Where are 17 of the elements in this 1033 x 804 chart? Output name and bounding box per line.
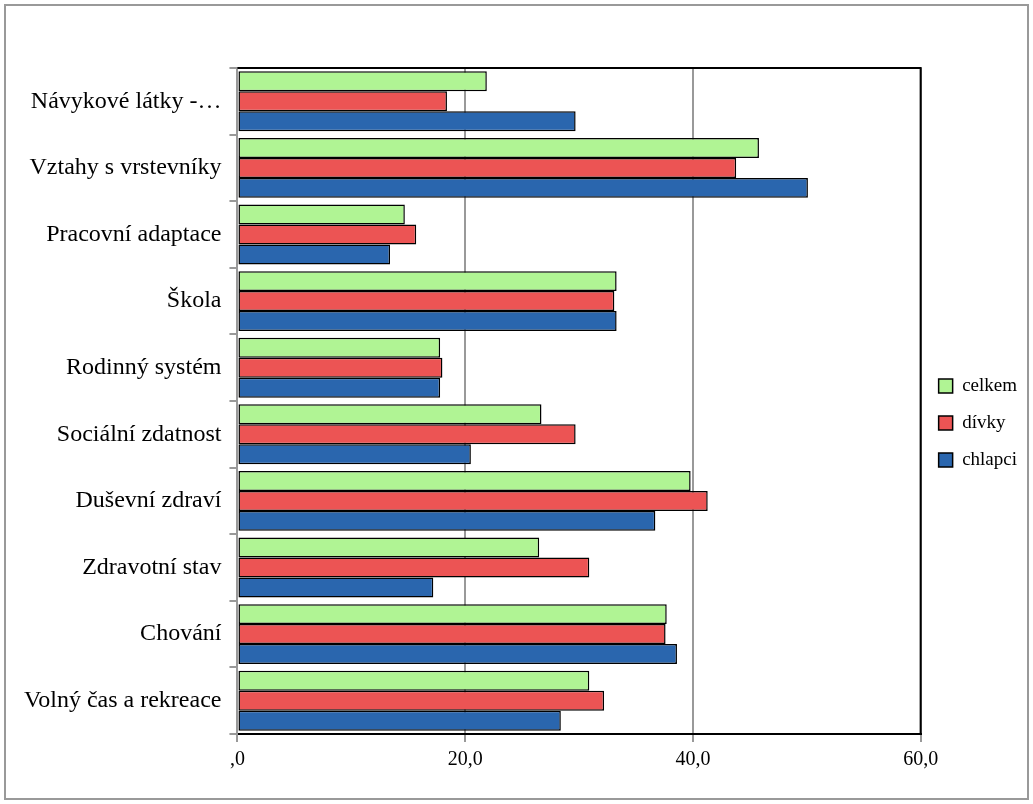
- x-tick-label: 60,0: [903, 747, 939, 770]
- y-tick-label: Sociální zdatnost: [56, 419, 222, 446]
- y-tick-label: Pracovní adaptace: [46, 219, 222, 246]
- y-tick-label: Volný čas a rekreace: [24, 686, 222, 712]
- y-tick-label: Rodinný systém: [66, 353, 222, 379]
- x-tick-label: 20,0: [447, 747, 483, 770]
- x-tick-label: 40,0: [675, 747, 711, 770]
- x-tick-label: ,0: [229, 747, 245, 770]
- y-tick-label: Vztahy s vrstevníky: [29, 153, 222, 180]
- y-tick-label: Zdravotní stav: [82, 552, 222, 579]
- y-tick-label: Návykové látky -…: [30, 86, 222, 113]
- legend-label: dívky: [962, 410, 1006, 432]
- y-tick-label: Škola: [166, 286, 222, 313]
- y-tick-label: Chování: [140, 619, 222, 646]
- legend-label: celkem: [962, 373, 1018, 395]
- y-tick-label: Duševní zdraví: [75, 486, 222, 513]
- legend-label: chlapci: [962, 447, 1017, 469]
